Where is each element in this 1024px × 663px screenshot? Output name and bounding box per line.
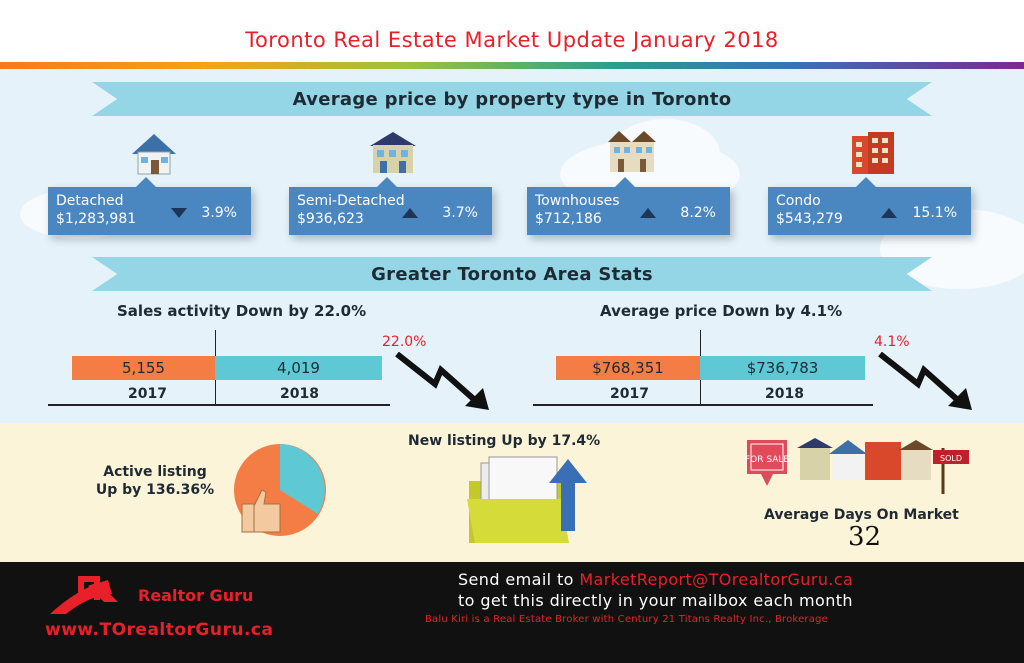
down-trend-arrow-icon [878, 352, 972, 410]
avg-price-bar-2017: $768,351 [556, 356, 700, 380]
email-link[interactable]: MarketReport@TOrealtorGuru.ca [579, 570, 854, 589]
detached-house-icon [132, 134, 176, 175]
realtor-guru-logo-icon [50, 576, 118, 614]
rainbow-divider [0, 62, 1024, 69]
arrow-down-icon [171, 208, 187, 218]
baseline [533, 404, 873, 406]
property-name: Townhouses [535, 193, 620, 209]
sales-bar-2017: 5,155 [72, 356, 215, 380]
card-condo: Condo $543,279 15.1% [768, 177, 971, 235]
days-on-market-label: Average Days On Market [764, 507, 959, 523]
townhouse-icon [608, 131, 656, 172]
baseline [48, 404, 390, 406]
card-townhouses: Townhouses $712,186 8.2% [527, 177, 730, 235]
property-price: $712,186 [535, 211, 602, 227]
condo-building-icon [852, 132, 894, 174]
svg-text:FOR SALE: FOR SALE [745, 455, 789, 465]
pie-thumbs-up-icon [234, 444, 326, 536]
property-change: 8.2% [680, 205, 716, 221]
property-change: 3.7% [442, 205, 478, 221]
sales-bar-2018: 4,019 [215, 356, 382, 380]
ribbon-property-type: Average price by property type in Toront… [92, 82, 932, 116]
avg-price-pct: 4.1% [874, 334, 910, 350]
svg-text:SOLD: SOLD [940, 454, 962, 463]
property-change: 3.9% [201, 205, 237, 221]
brand-name: Realtor Guru [138, 586, 254, 605]
website-link[interactable]: www.TOrealtorGuru.ca [45, 620, 274, 640]
arrow-up-icon [402, 208, 418, 218]
property-price: $543,279 [776, 211, 843, 227]
property-name: Semi-Detached [297, 193, 405, 209]
property-price: $936,623 [297, 211, 364, 227]
footer-disclaimer: Balu Kiri is a Real Estate Broker with C… [425, 614, 828, 625]
year-label: 2017 [610, 386, 649, 402]
card-semi-detached: Semi-Detached $936,623 3.7% [289, 177, 492, 235]
property-name: Detached [56, 193, 124, 209]
footer-line-1: Send email to MarketReport@TOrealtorGuru… [458, 570, 854, 589]
avg-price-heading: Average price Down by 4.1% [600, 302, 843, 320]
year-label: 2018 [280, 386, 319, 402]
card-detached: Detached $1,283,981 3.9% [48, 177, 251, 235]
days-on-market-value: 32 [848, 522, 882, 552]
arrow-up-icon [881, 208, 897, 218]
sales-pct: 22.0% [382, 334, 427, 350]
property-name: Condo [776, 193, 821, 209]
new-listing-text: New listing Up by 17.4% [408, 433, 601, 449]
semi-detached-house-icon [370, 132, 416, 173]
property-price: $1,283,981 [56, 211, 137, 227]
page-title: Toronto Real Estate Market Update Januar… [245, 28, 779, 52]
active-listing-text: Active listing Up by 136.36% [95, 464, 215, 498]
year-label: 2017 [128, 386, 167, 402]
footer [0, 562, 1024, 663]
year-label: 2018 [765, 386, 804, 402]
property-change: 15.1% [912, 205, 957, 221]
down-trend-arrow-icon [395, 352, 489, 410]
avg-price-bar-2018: $736,783 [700, 356, 865, 380]
houses-for-sale-icon: FOR SALE SOLD [745, 438, 969, 494]
footer-line-2: to get this directly in your mailbox eac… [458, 591, 853, 610]
arrow-up-icon [640, 208, 656, 218]
folder-up-arrow-icon [467, 456, 587, 543]
sales-heading: Sales activity Down by 22.0% [117, 302, 367, 320]
ribbon-gta-stats: Greater Toronto Area Stats [92, 257, 932, 291]
